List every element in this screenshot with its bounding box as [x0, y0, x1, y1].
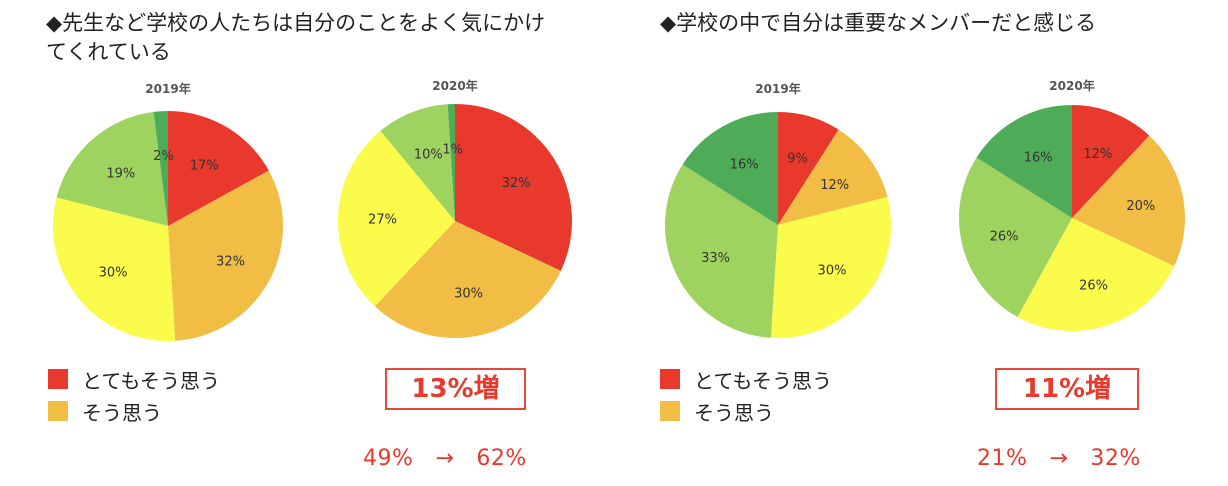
- slice-label: 30%: [818, 264, 847, 279]
- slice-label: 30%: [99, 265, 128, 280]
- legend-right: とてもそう思う そう思う: [660, 365, 832, 429]
- legend-item-somewhat: そう思う: [660, 397, 832, 425]
- pie-slice: [56, 111, 168, 226]
- pie-slice: [168, 111, 269, 226]
- legend-swatch-very-much: [660, 369, 680, 389]
- arrow-icon: →: [1049, 446, 1069, 471]
- legend-swatch-somewhat: [48, 401, 68, 421]
- section-title-left: ◆先生など学校の人たちは自分のことをよく気にかけてくれている: [46, 11, 546, 64]
- legend-left: とてもそう思う そう思う: [48, 365, 220, 429]
- slice-label: 27%: [368, 213, 397, 228]
- pie-slice: [380, 104, 455, 221]
- slice-label: 10%: [414, 148, 443, 163]
- pie-year-title: 2019年: [145, 81, 190, 96]
- increase-badge-left: 13%増: [385, 368, 526, 410]
- slice-label: 30%: [454, 286, 483, 301]
- slice-label: 12%: [820, 178, 849, 193]
- pie-slice: [338, 130, 455, 307]
- comparison-right: 21% → 32%: [977, 446, 1141, 471]
- pie-slice: [1017, 218, 1175, 332]
- pie-slice: [1072, 105, 1150, 218]
- slice-label: 16%: [730, 158, 759, 173]
- pie-slice: [976, 105, 1072, 218]
- comparison-from: 21%: [977, 446, 1028, 471]
- pie-slice: [778, 112, 839, 225]
- slice-label: 33%: [701, 251, 730, 266]
- legend-swatch-very-much: [48, 369, 68, 389]
- comparison-to: 32%: [1090, 446, 1141, 471]
- slice-label: 16%: [1024, 151, 1053, 166]
- legend-label-somewhat: そう思う: [82, 400, 162, 425]
- slice-label: 19%: [106, 167, 135, 182]
- pie-slice: [153, 111, 168, 226]
- legend-swatch-somewhat: [660, 401, 680, 421]
- pie-slice: [770, 196, 892, 339]
- pie-slice: [778, 129, 888, 225]
- pie-slice: [958, 157, 1072, 318]
- pie-slice: [168, 170, 284, 341]
- pie-slice: [374, 221, 561, 338]
- comparison-to: 62%: [476, 446, 527, 471]
- slice-label: 9%: [787, 152, 808, 167]
- arrow-icon: →: [435, 446, 455, 471]
- legend-label-somewhat: そう思う: [694, 400, 774, 425]
- legend-item-very-much: とてもそう思う: [48, 365, 220, 393]
- slice-label: 26%: [1079, 279, 1108, 294]
- legend-label-very-much: とてもそう思う: [82, 368, 220, 393]
- pie-slice: [52, 197, 176, 341]
- section-title-right: ◆学校の中で自分は重要なメンバーだと感じる: [660, 11, 1097, 35]
- slice-label: 12%: [1083, 147, 1112, 162]
- slice-label: 2%: [153, 149, 174, 164]
- pie-year-title: 2019年: [755, 81, 800, 96]
- slice-label: 32%: [216, 254, 245, 269]
- pie-slice: [455, 104, 572, 271]
- pie-slice: [682, 112, 778, 225]
- comparison-left: 49% → 62%: [363, 446, 527, 471]
- pie-slice: [447, 104, 455, 221]
- slice-label: 26%: [990, 229, 1019, 244]
- legend-item-very-much: とてもそう思う: [660, 365, 832, 393]
- comparison-from: 49%: [363, 446, 414, 471]
- pie-year-title: 2020年: [432, 78, 477, 93]
- pie-year-title: 2020年: [1049, 78, 1094, 93]
- increase-badge-right: 11%増: [995, 368, 1139, 410]
- slice-label: 1%: [442, 143, 463, 158]
- legend-label-very-much: とてもそう思う: [694, 368, 832, 393]
- pie-slice: [1072, 135, 1185, 267]
- legend-item-somewhat: そう思う: [48, 397, 220, 425]
- slice-label: 32%: [502, 176, 531, 191]
- slice-label: 20%: [1126, 199, 1155, 214]
- pie-slice: [664, 164, 778, 338]
- slice-label: 17%: [190, 159, 219, 174]
